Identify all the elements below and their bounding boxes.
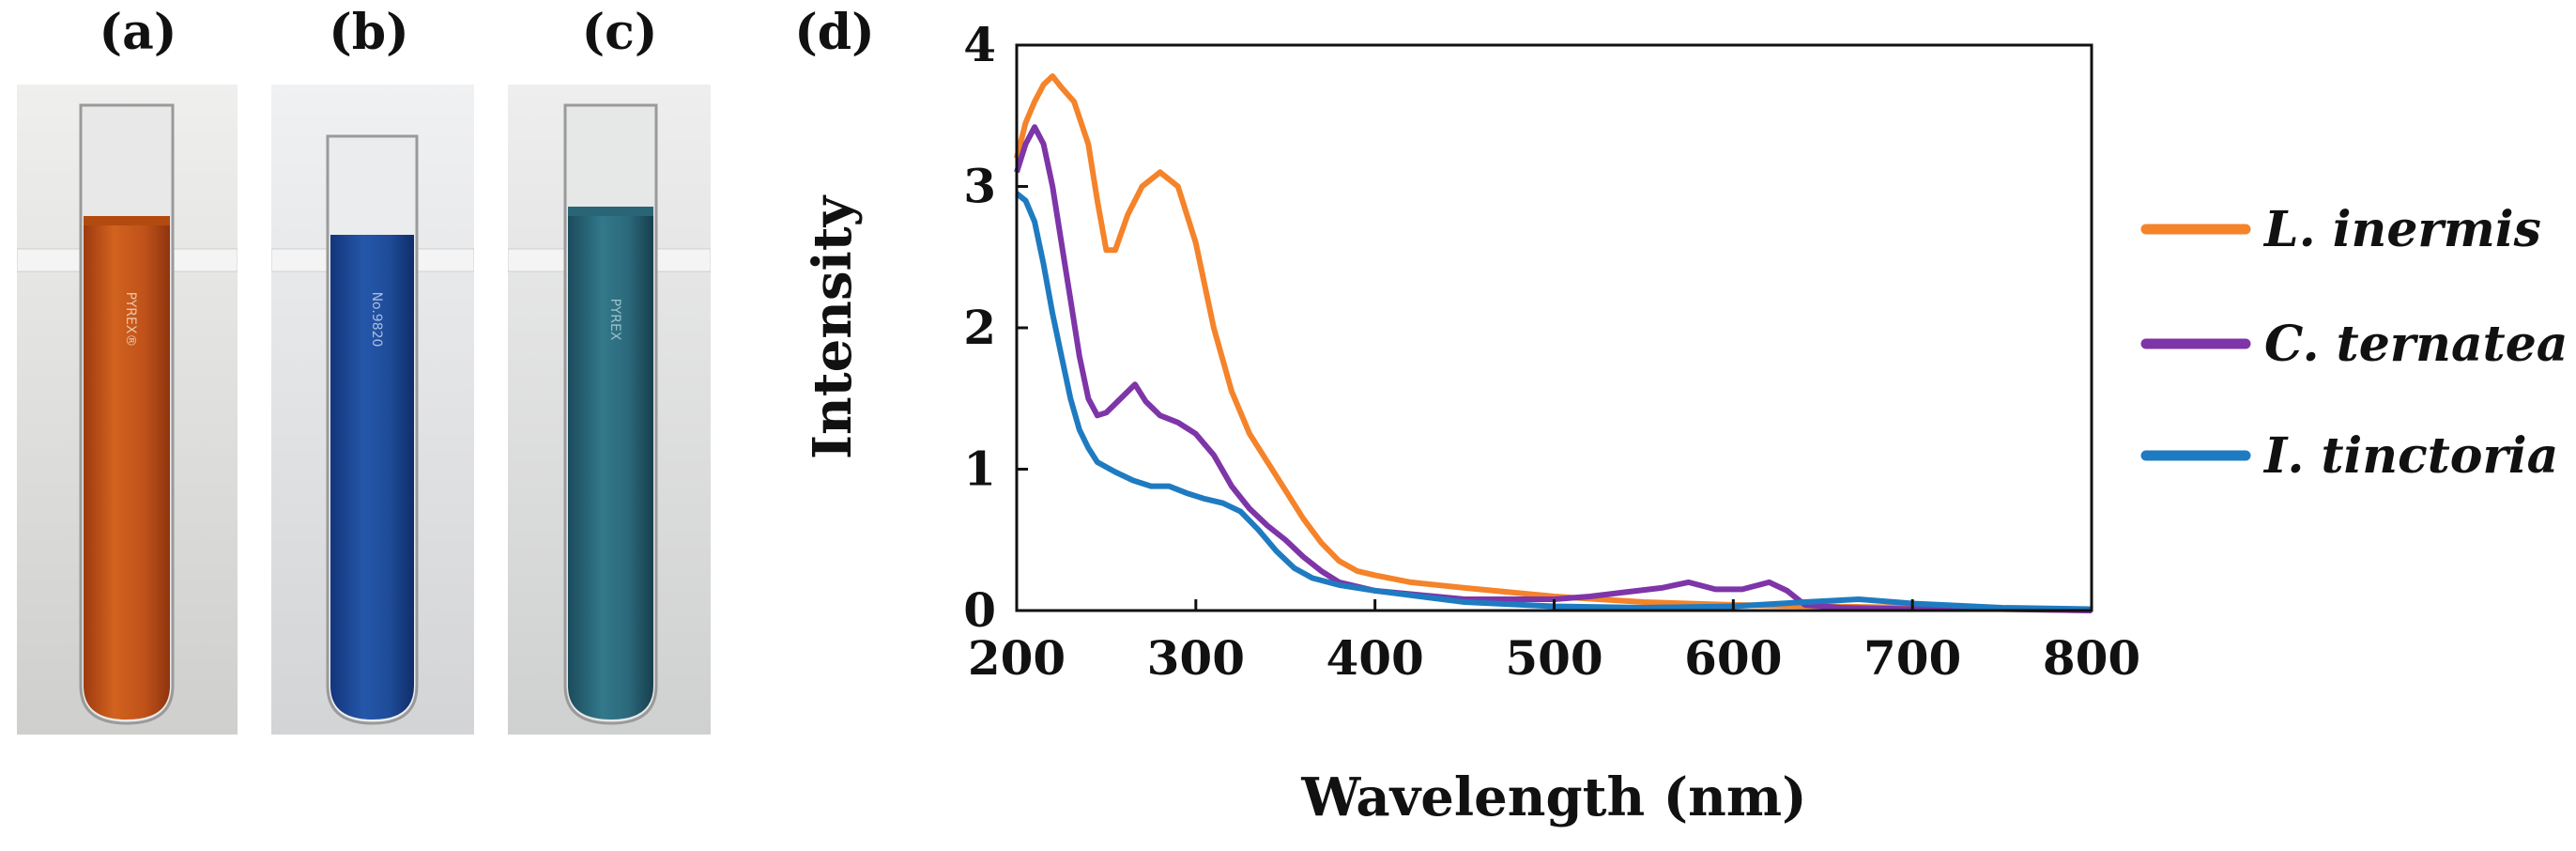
panel-label-c: (c) [581, 4, 658, 61]
series-line-2 [1014, 124, 2093, 613]
y-tick-label: 3 [963, 159, 996, 214]
test-tube-teal-image: PYREX [508, 85, 711, 735]
series-line-3 [1015, 191, 2093, 612]
x-tick-label: 800 [2043, 630, 2140, 686]
x-tick-label: 300 [1147, 630, 1245, 686]
series-line-1 [1014, 73, 2093, 613]
photo-panel-b: No.9820 [271, 85, 474, 735]
y-tick-label: 4 [963, 17, 996, 72]
photo-panel-c: PYREX [508, 85, 711, 735]
test-tube-orange-image: PYREX® [17, 85, 238, 735]
legend: L. inermis C. ternatea I. tinctoria [2140, 201, 2568, 485]
y-tick-label: 0 [963, 582, 996, 638]
y-axis-label: Intensity [802, 194, 864, 459]
x-tick-label: 500 [1505, 630, 1602, 686]
x-tick-label: 200 [968, 630, 1066, 686]
legend-label-2: C. ternatea [2264, 316, 2568, 373]
y-tick-label: 2 [963, 300, 996, 355]
test-tube-blue-image: No.9820 [271, 85, 474, 735]
tube-number-text: No.9820 [369, 292, 384, 348]
legend-label-1: L. inermis [2262, 201, 2541, 258]
x-tick-label: 700 [1863, 630, 1961, 686]
plot-area [1014, 73, 2093, 613]
plot-frame [1015, 43, 2093, 612]
y-tick-label: 1 [963, 441, 996, 497]
x-axis-label: Wavelength (nm) [1300, 766, 1806, 828]
legend-label-3: I. tinctoria [2262, 427, 2558, 485]
tube-brand-text: PYREX [607, 299, 622, 341]
tube-brand-text: PYREX® [123, 292, 138, 348]
x-tick-label: 600 [1684, 630, 1782, 686]
axes: 200 300 400 500 600 700 800 0 1 2 3 4 Wavelength (nm… [802, 17, 2140, 828]
panel-label-b: (b) [329, 4, 409, 61]
panel-label-a: (a) [99, 4, 177, 61]
photo-panel-a: PYREX® [17, 85, 238, 735]
panel-label-d: (d) [794, 4, 875, 61]
x-tick-label: 400 [1326, 630, 1423, 686]
